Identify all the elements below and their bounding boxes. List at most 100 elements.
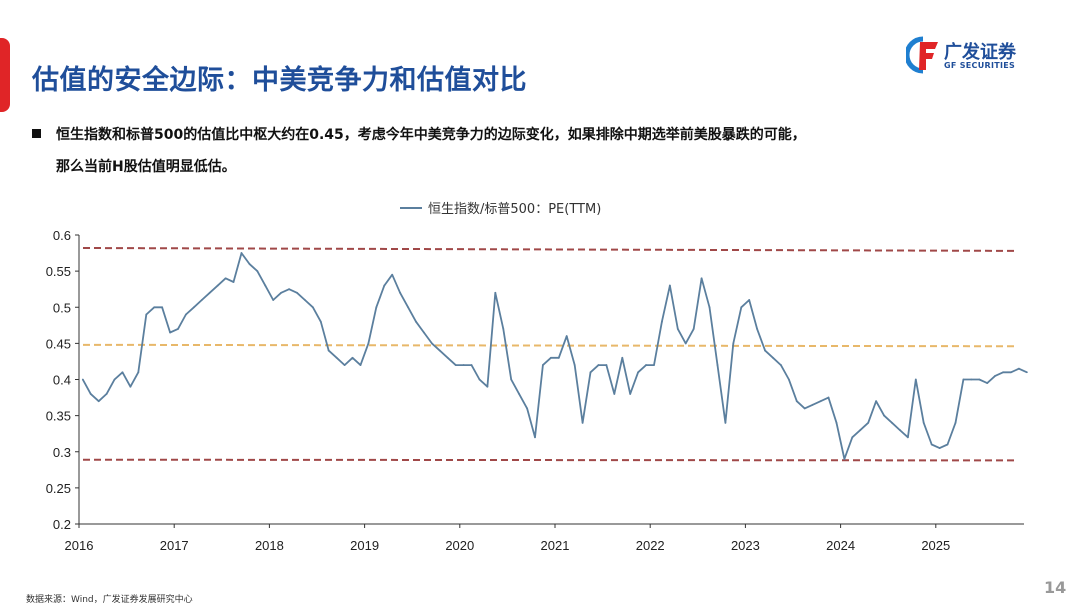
x-tick-label: 2025 [921, 538, 950, 553]
data-point [272, 299, 275, 301]
data-point [1002, 371, 1004, 374]
x-tick-label: 2024 [826, 538, 855, 553]
data-point [883, 414, 885, 417]
y-tick-label: 0.25 [46, 481, 71, 496]
data-point [216, 284, 219, 287]
data-point [589, 371, 592, 374]
bullet-marker [32, 129, 41, 138]
data-point [748, 299, 751, 301]
gf-logo: 广发证券 GF SECURITIES [904, 36, 1046, 76]
chart-legend: 恒生指数/标普500：PE(TTM) [400, 198, 601, 217]
data-point [105, 393, 108, 395]
data-point [994, 374, 997, 377]
data-point [399, 291, 402, 294]
data-point [89, 393, 92, 395]
page-number: 14 [1044, 578, 1067, 597]
page-title: 估值的安全边际：中美竞争力和估值对比 [32, 65, 527, 96]
data-point [177, 328, 179, 330]
data-point [565, 335, 568, 338]
legend-swatch [400, 206, 422, 209]
data-point [891, 421, 893, 424]
data-point [756, 328, 759, 330]
data-point [835, 421, 838, 424]
data-point [780, 364, 782, 366]
reference-line-upper [82, 247, 1017, 252]
data-point [264, 284, 267, 287]
data-point [121, 371, 124, 374]
x-tick-label: 2018 [255, 538, 284, 553]
legend-label: 恒生指数/标普500：PE(TTM) [428, 202, 602, 217]
data-point [185, 313, 187, 316]
data-point [256, 270, 259, 273]
x-tick-label: 2017 [160, 538, 189, 553]
data-point [772, 356, 774, 359]
series-line [82, 252, 1028, 460]
x-tick-label: 2021 [541, 538, 570, 553]
data-point [795, 400, 798, 403]
data-point [684, 342, 687, 345]
data-point [621, 356, 624, 359]
data-point [494, 291, 497, 294]
y-tick-label: 0.4 [53, 373, 71, 388]
data-point [613, 393, 616, 395]
data-point [367, 342, 370, 345]
data-point [534, 436, 536, 439]
y-tick-label: 0.35 [46, 409, 71, 424]
data-point [1025, 371, 1028, 374]
x-tick-label: 2023 [731, 538, 760, 553]
data-point [549, 356, 552, 359]
data-point [343, 364, 346, 366]
data-point [280, 291, 283, 294]
data-point [319, 320, 322, 323]
data-point [637, 371, 640, 374]
y-tick-label: 0.5 [53, 300, 71, 315]
data-point [335, 356, 338, 359]
data-point [1010, 371, 1012, 374]
data-point [724, 421, 727, 424]
data-point [224, 277, 227, 280]
data-point [557, 356, 560, 359]
y-tick-label: 0.45 [46, 336, 71, 351]
data-point [708, 306, 711, 309]
data-point [605, 364, 608, 366]
data-point [597, 364, 600, 366]
data-point [526, 407, 528, 410]
y-tick-label: 0.3 [53, 445, 71, 460]
data-point [867, 421, 870, 424]
data-point [542, 364, 544, 366]
data-point [232, 281, 235, 283]
logo-text-en: GF SECURITIES [944, 61, 1016, 70]
data-point [304, 299, 306, 301]
gf-logo-icon [904, 36, 938, 74]
data-point [430, 342, 433, 345]
data-point [581, 421, 584, 424]
data-point [359, 364, 362, 366]
data-point [645, 364, 647, 366]
data-point [296, 291, 298, 294]
data-point [914, 378, 917, 381]
data-point [859, 429, 862, 431]
data-point [192, 306, 195, 309]
bullet-text-line2: 那么当前H股估值明显低估。 [56, 159, 236, 175]
data-point [906, 436, 909, 439]
data-point [946, 443, 949, 446]
data-point [161, 306, 164, 309]
data-point [375, 306, 378, 309]
data-point [692, 328, 695, 330]
data-point [200, 299, 203, 301]
data-point [81, 378, 84, 381]
x-tick-label: 2016 [65, 538, 94, 553]
data-point [470, 364, 473, 366]
data-point [573, 364, 576, 366]
x-tick-label: 2020 [445, 538, 474, 553]
data-point [803, 407, 806, 410]
data-point [113, 378, 116, 381]
x-tick-label: 2019 [350, 538, 379, 553]
data-point [145, 313, 148, 316]
data-point [700, 277, 703, 280]
x-tick-label: 2022 [636, 538, 665, 553]
data-point [661, 320, 663, 323]
data-point [518, 393, 521, 395]
data-point [970, 378, 973, 381]
